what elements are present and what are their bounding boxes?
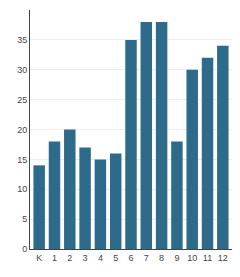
svg-text:8: 8 — [159, 253, 164, 263]
svg-text:4: 4 — [98, 253, 103, 263]
svg-text:15: 15 — [17, 155, 27, 165]
svg-text:20: 20 — [17, 125, 27, 135]
svg-text:30: 30 — [17, 65, 27, 75]
svg-text:5: 5 — [22, 214, 27, 224]
svg-text:6: 6 — [128, 253, 133, 263]
svg-text:5: 5 — [113, 253, 118, 263]
svg-text:7: 7 — [144, 253, 149, 263]
svg-text:2: 2 — [67, 253, 72, 263]
svg-text:9: 9 — [174, 253, 179, 263]
svg-text:1: 1 — [52, 253, 57, 263]
svg-text:12: 12 — [218, 253, 228, 263]
svg-text:0: 0 — [22, 244, 27, 254]
svg-text:11: 11 — [203, 253, 212, 263]
svg-text:K: K — [36, 253, 42, 263]
svg-text:10: 10 — [187, 253, 197, 263]
svg-text:35: 35 — [17, 35, 27, 45]
svg-text:25: 25 — [17, 95, 27, 105]
svg-text:10: 10 — [17, 184, 27, 194]
svg-text:3: 3 — [83, 253, 88, 263]
